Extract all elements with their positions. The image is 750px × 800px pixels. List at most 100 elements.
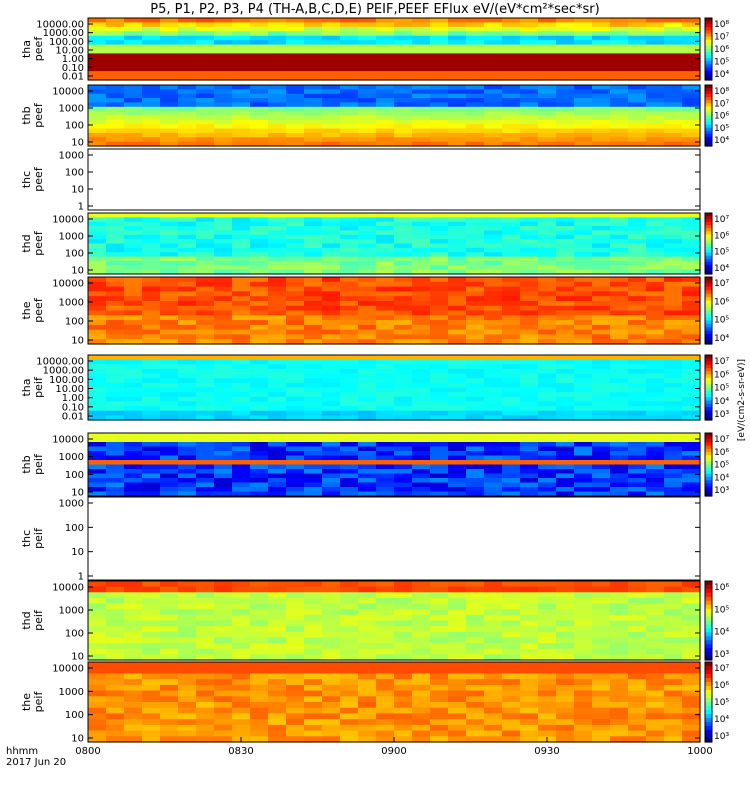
heatmap-cell: [304, 702, 323, 709]
heatmap-cell: [376, 643, 395, 650]
heatmap-cell: [574, 128, 593, 134]
heatmap-cell: [268, 415, 287, 421]
heatmap-cell: [448, 226, 467, 232]
panel-probe-label: tha: [20, 40, 33, 58]
heatmap-cell: [484, 260, 503, 266]
heatmap-cell: [88, 106, 107, 112]
colorbar-swatch: [705, 340, 712, 345]
heatmap-cell: [628, 387, 647, 393]
heatmap-cell: [394, 437, 413, 443]
heatmap-cell: [304, 57, 323, 63]
heatmap-cell: [196, 226, 215, 232]
heatmap-cell: [628, 392, 647, 398]
heatmap-cell: [142, 93, 161, 99]
heatmap-cell: [412, 433, 431, 439]
heatmap-cell: [232, 277, 251, 283]
heatmap-cell: [556, 296, 575, 302]
y-tick-label: 1000.00: [43, 28, 84, 39]
heatmap-cell: [502, 115, 521, 121]
heatmap-cell: [142, 132, 161, 138]
heatmap-cell: [502, 702, 521, 709]
heatmap-cell: [178, 102, 197, 108]
heatmap-cell: [538, 217, 557, 223]
heatmap-cell: [232, 662, 251, 669]
heatmap-cell: [214, 66, 233, 72]
heatmap-cell: [304, 662, 323, 669]
heatmap-cell: [232, 89, 251, 95]
heatmap-cell: [304, 62, 323, 68]
heatmap-cell: [430, 226, 449, 232]
heatmap-cell: [304, 230, 323, 236]
heatmap-cell: [286, 392, 305, 398]
heatmap-cell: [322, 702, 341, 709]
heatmap-cell: [394, 469, 413, 475]
heatmap-cell: [196, 85, 215, 90]
heatmap-cell: [592, 631, 611, 639]
heatmap-cell: [106, 305, 125, 312]
heatmap-cell: [142, 478, 161, 484]
heatmap-cell: [610, 339, 629, 345]
heatmap-cell: [142, 89, 161, 95]
heatmap-cell: [538, 269, 557, 275]
heatmap-cell: [322, 243, 341, 249]
heatmap-cell: [268, 586, 287, 593]
heatmap-cell: [268, 442, 287, 448]
heatmap-cell: [88, 719, 107, 726]
heatmap-cell: [592, 269, 611, 275]
heatmap-cell: [178, 378, 197, 384]
heatmap-cell: [394, 378, 413, 384]
heatmap-cell: [502, 662, 521, 669]
heatmap-cell: [106, 247, 125, 253]
heatmap-cell: [232, 643, 251, 650]
heatmap-cell: [376, 378, 395, 384]
heatmap-cell: [664, 355, 683, 361]
heatmap-cell: [268, 437, 287, 443]
heatmap-cell: [592, 115, 611, 121]
heatmap-cell: [646, 364, 665, 370]
heatmap-cell: [124, 234, 143, 240]
colorbar-tick-label: 10⁴: [714, 397, 729, 407]
heatmap-cell: [376, 53, 395, 59]
heatmap-cell: [448, 626, 467, 633]
heatmap-cell: [466, 707, 485, 715]
heatmap-cell: [466, 217, 485, 223]
heatmap-cell: [430, 446, 449, 452]
heatmap-cell: [412, 119, 431, 125]
heatmap-cell: [610, 320, 629, 326]
heatmap-cell: [664, 111, 683, 117]
heatmap-cell: [106, 433, 125, 439]
heatmap-cell: [628, 478, 647, 484]
heatmap-cell: [160, 221, 179, 227]
heatmap-cell: [664, 437, 683, 443]
heatmap-cell: [358, 637, 377, 644]
heatmap-cell: [610, 387, 629, 393]
heatmap-cell: [322, 643, 341, 650]
heatmap-cell: [682, 243, 701, 249]
heatmap-cell: [646, 329, 665, 336]
colorbar-swatch: [705, 42, 712, 47]
heatmap-cell: [88, 49, 107, 55]
heatmap-cell: [160, 592, 179, 599]
heatmap-cell: [682, 35, 701, 41]
heatmap-cell: [214, 433, 233, 439]
heatmap-cell: [304, 592, 323, 599]
heatmap-cell: [556, 66, 575, 72]
y-tick-label: 100: [65, 470, 84, 481]
heatmap-cell: [538, 592, 557, 599]
heatmap-cell: [574, 736, 593, 743]
y-tick-label: 10: [71, 266, 84, 277]
heatmap-cell: [682, 482, 701, 488]
heatmap-cell: [520, 382, 539, 389]
heatmap-cell: [430, 455, 449, 461]
heatmap-cell: [430, 581, 449, 588]
heatmap-cell: [340, 626, 359, 633]
heatmap-cell: [646, 239, 665, 245]
heatmap-cell: [214, 85, 233, 90]
heatmap-cell: [448, 324, 467, 331]
heatmap-cell: [322, 269, 341, 275]
heatmap-cell: [430, 437, 449, 443]
heatmap-cell: [376, 98, 395, 104]
heatmap-cell: [502, 128, 521, 134]
heatmap-cell: [430, 239, 449, 245]
heatmap-cell: [646, 71, 665, 77]
